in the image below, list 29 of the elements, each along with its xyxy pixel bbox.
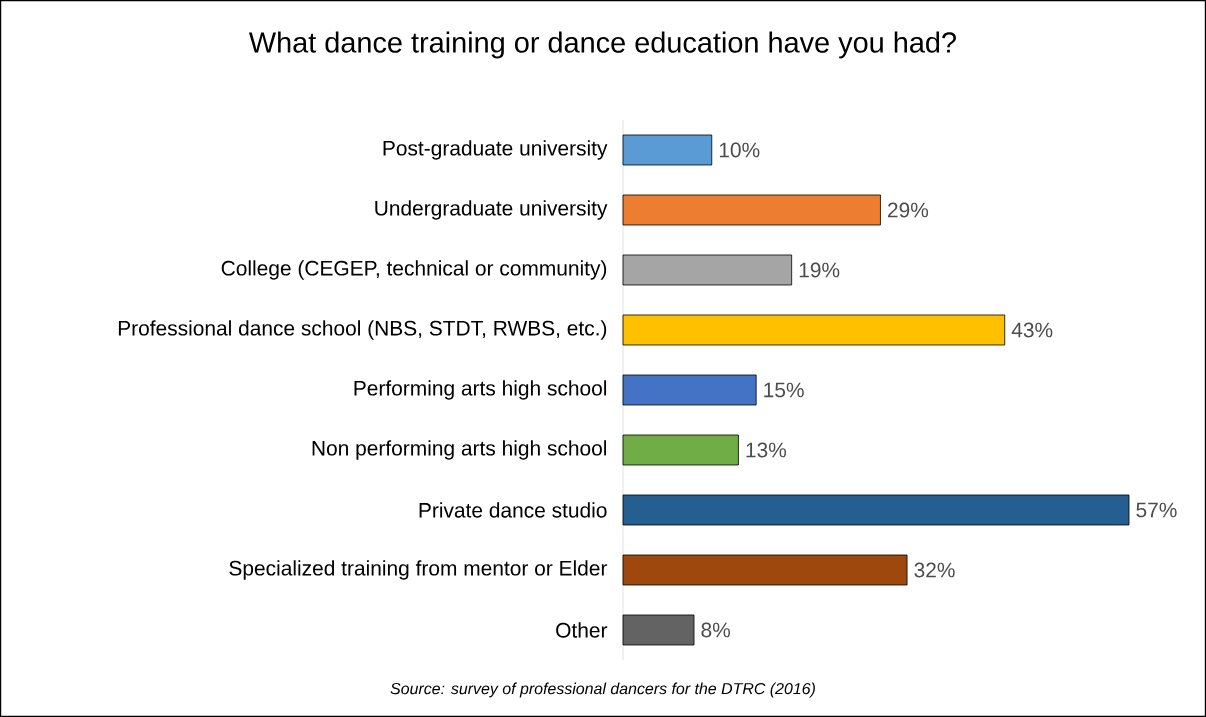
data-label: 8% xyxy=(701,622,731,638)
bar xyxy=(622,434,739,466)
data-label: 32% xyxy=(914,562,955,578)
bar xyxy=(622,374,757,406)
data-label: 43% xyxy=(1011,322,1053,338)
y-tick-label: Post-graduate university xyxy=(383,140,608,160)
bar xyxy=(622,134,713,166)
bar xyxy=(622,254,793,286)
y-tick-label: Non performing arts high school xyxy=(312,440,607,460)
bar xyxy=(622,314,1006,346)
bar xyxy=(622,554,908,586)
data-label: 15% xyxy=(764,382,804,398)
data-label: 10% xyxy=(719,142,760,158)
y-tick-label: Performing arts high school xyxy=(354,380,607,400)
chart-title: What dance training or dance education have you had? xyxy=(248,31,956,59)
bar xyxy=(622,614,695,646)
text: Source: survey of professional dancers for the DTRC (2016) xyxy=(390,682,815,698)
y-tick-label: Undergraduate university xyxy=(375,200,608,220)
y-tick-label: Private dance studio xyxy=(419,502,607,518)
y-tick-label: Other xyxy=(556,622,608,638)
data-label: 57% xyxy=(1136,502,1177,518)
data-label: 13% xyxy=(746,442,787,458)
y-tick-label: Specialized training from mentor or Elder xyxy=(229,560,608,580)
data-label: 29% xyxy=(888,202,929,218)
data-label: 19% xyxy=(799,262,840,278)
bar xyxy=(622,494,1130,526)
bar xyxy=(622,194,881,226)
y-tick-label: Professional dance school (NBS, STDT, RWBS, etc.) xyxy=(118,320,607,340)
y-tick-label: College (CEGEP, technical or community) xyxy=(221,260,607,280)
